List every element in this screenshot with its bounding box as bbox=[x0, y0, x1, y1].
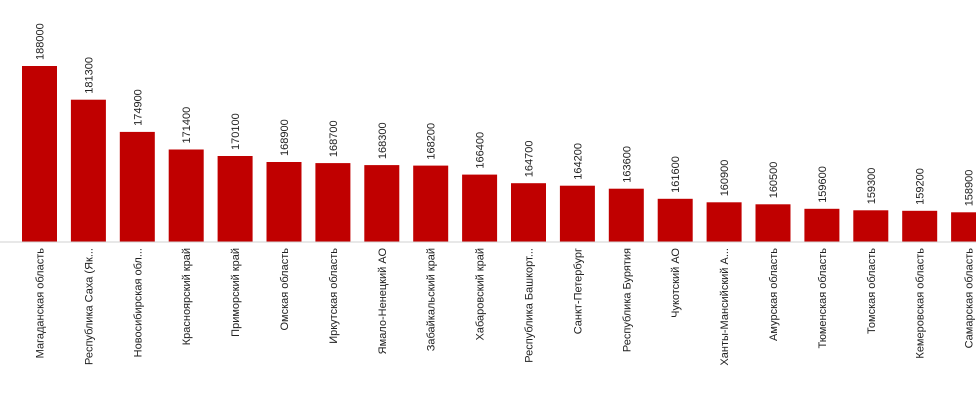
category-tick-label: Амурская область bbox=[768, 248, 780, 341]
bar bbox=[315, 163, 351, 242]
bar-value-label: 171400 bbox=[181, 107, 193, 144]
category-tick-label: Красноярский край bbox=[181, 248, 193, 345]
category-tick-label: Тюменская область bbox=[817, 248, 829, 349]
bar bbox=[266, 162, 302, 242]
bar bbox=[559, 185, 595, 242]
bar-value-label: 168700 bbox=[328, 120, 340, 157]
bar bbox=[22, 66, 57, 242]
category-tick-label: Новосибирская обл... bbox=[132, 248, 144, 357]
bar-value-label: 159200 bbox=[915, 168, 927, 205]
bar-value-label: 188000 bbox=[35, 23, 47, 60]
category-tick-label: Забайкальский край bbox=[426, 248, 438, 351]
bar-value-label: 159300 bbox=[866, 168, 878, 205]
value-labels-group: 188000 181300 174900 171400 170100 168900 1687… bbox=[35, 23, 976, 206]
category-tick-label: Самарская область bbox=[964, 248, 976, 349]
bar bbox=[706, 202, 742, 242]
bar bbox=[804, 208, 840, 242]
bar-value-label: 158900 bbox=[964, 170, 976, 207]
bar-value-label: 160500 bbox=[768, 162, 780, 199]
bar-value-label: 168300 bbox=[377, 122, 389, 159]
bar bbox=[70, 99, 106, 242]
bar bbox=[364, 165, 400, 242]
category-tick-label: Чукотский АО bbox=[670, 248, 682, 318]
category-tick-label: Приморский край bbox=[230, 248, 242, 337]
category-tick-label: Томская область bbox=[866, 248, 878, 334]
bar-value-label: 159600 bbox=[817, 166, 829, 203]
bars-group bbox=[22, 66, 976, 242]
bar bbox=[951, 212, 976, 242]
category-tick-label: Республика Башкорт... bbox=[524, 248, 536, 363]
bar bbox=[217, 156, 253, 242]
bar-value-label: 174900 bbox=[132, 89, 144, 126]
category-tick-label: Санкт-Петербург bbox=[572, 248, 584, 334]
bar-value-label: 160900 bbox=[719, 160, 731, 197]
category-tick-label: Республика Саха (Як... bbox=[83, 248, 95, 365]
bar-value-label: 168900 bbox=[279, 119, 291, 156]
bar bbox=[119, 131, 155, 242]
bar-value-label: 163600 bbox=[621, 146, 633, 183]
category-labels-group: Магаданская область Республика Саха (Як..… bbox=[35, 248, 976, 366]
bar bbox=[608, 188, 644, 242]
bar bbox=[462, 174, 498, 242]
category-tick-label: Ханты-Мансийский А... bbox=[719, 248, 731, 366]
bar bbox=[413, 165, 449, 242]
bar bbox=[853, 210, 889, 242]
bar bbox=[511, 183, 546, 242]
bar-value-label: 164200 bbox=[572, 143, 584, 180]
category-tick-label: Омская область bbox=[279, 248, 291, 331]
category-tick-label: Республика Бурятия bbox=[621, 248, 633, 352]
category-tick-label: Иркутская область bbox=[328, 248, 340, 344]
bar bbox=[902, 210, 938, 242]
category-tick-label: Хабаровский край bbox=[475, 248, 487, 340]
bar-value-label: 164700 bbox=[524, 140, 536, 177]
bar-value-label: 161600 bbox=[670, 156, 682, 193]
bar bbox=[168, 149, 204, 242]
bar-value-label: 181300 bbox=[83, 57, 95, 94]
category-tick-label: Ямало-Ненецкий АО bbox=[377, 248, 389, 355]
bar-value-label: 166400 bbox=[475, 132, 487, 169]
bar-value-label: 168200 bbox=[426, 123, 438, 160]
bar bbox=[657, 198, 693, 242]
bar bbox=[755, 204, 791, 242]
category-tick-label: Магаданская область bbox=[35, 248, 47, 359]
category-tick-label: Кемеровская область bbox=[915, 248, 927, 359]
bar-value-label: 170100 bbox=[230, 113, 242, 150]
